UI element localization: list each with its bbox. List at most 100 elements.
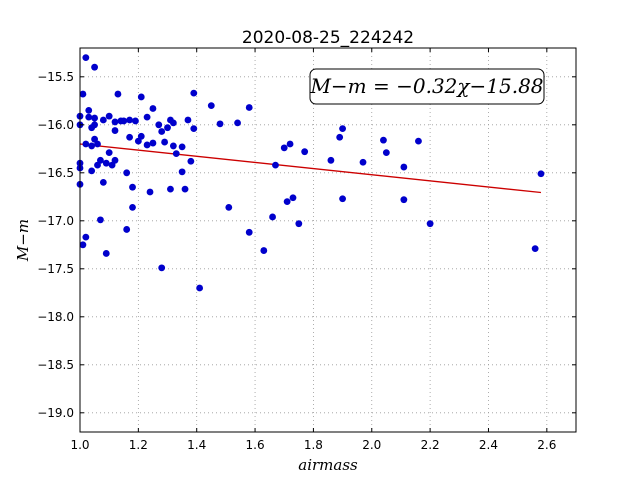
data-point: [111, 127, 119, 134]
grid-lines: [79, 48, 576, 432]
data-point: [161, 138, 169, 146]
data-point: [91, 121, 98, 129]
y-tick-label: −18.5: [37, 358, 74, 372]
data-point: [149, 139, 157, 147]
data-point: [91, 63, 98, 71]
data-point: [178, 168, 186, 176]
data-point: [146, 188, 154, 196]
data-point: [143, 113, 151, 121]
data-point: [99, 116, 107, 124]
data-point: [79, 241, 87, 249]
data-point: [88, 142, 96, 150]
y-tick-label: −17.0: [37, 214, 74, 228]
data-point: [114, 90, 122, 98]
data-point: [94, 140, 101, 148]
data-point: [339, 125, 346, 133]
data-point: [132, 117, 139, 125]
fit-line: [79, 143, 542, 194]
data-point: [126, 116, 133, 124]
data-point: [301, 148, 309, 156]
data-point: [164, 124, 171, 132]
data-point: [190, 125, 198, 133]
x-axis-label: airmass: [298, 456, 358, 474]
data-point: [167, 185, 174, 193]
data-point: [234, 119, 241, 127]
data-point: [537, 170, 545, 178]
x-tick-label: 1.4: [187, 438, 206, 452]
data-point: [272, 161, 279, 169]
data-point: [295, 220, 303, 228]
data-point: [245, 228, 253, 236]
data-point: [85, 113, 93, 121]
data-point: [82, 54, 90, 61]
data-point: [129, 183, 136, 191]
data-point: [207, 102, 215, 109]
y-tick-label: −17.5: [37, 262, 74, 276]
data-point: [102, 250, 110, 257]
data-point: [400, 163, 408, 171]
data-point: [289, 194, 297, 202]
data-point: [172, 150, 180, 158]
data-point: [82, 233, 90, 241]
annotation-text: M−m = −0.32χ−15.88: [309, 74, 543, 98]
x-tick-labels: 1.0 1.2 1.4 1.6 1.8 2.0 2.2 2.4 2.6: [70, 438, 556, 452]
data-point: [216, 120, 224, 128]
fit-annotation: M−m = −0.32χ−15.88: [309, 68, 545, 105]
data-point: [245, 104, 253, 111]
data-point: [359, 158, 367, 166]
data-point: [400, 196, 408, 204]
data-point: [380, 136, 387, 144]
data-point: [97, 216, 104, 224]
data-point: [126, 133, 133, 141]
data-point: [88, 167, 96, 175]
fit-line-layer: [79, 143, 542, 194]
data-point: [82, 140, 90, 148]
data-point: [129, 203, 136, 211]
data-point: [123, 226, 131, 233]
data-point: [531, 245, 539, 253]
y-axis-label: M−m: [14, 219, 32, 262]
data-point: [120, 117, 128, 125]
data-point: [105, 112, 113, 120]
data-point: [111, 156, 119, 164]
data-point: [99, 179, 107, 186]
data-point: [181, 185, 189, 193]
data-point: [105, 149, 113, 157]
data-point: [260, 247, 268, 254]
data-point: [178, 143, 186, 151]
data-point: [149, 105, 157, 112]
data-point: [426, 220, 434, 228]
data-point: [169, 142, 177, 150]
data-point: [339, 195, 346, 203]
data-point: [225, 203, 233, 211]
data-point: [415, 137, 422, 145]
y-tick-label: −16.5: [37, 166, 74, 180]
data-point: [85, 107, 93, 114]
data-point: [158, 128, 166, 135]
x-tick-label: 2.2: [421, 438, 440, 452]
data-point: [382, 149, 390, 157]
plot-area: [80, 48, 576, 432]
data-point: [123, 169, 131, 177]
plot-frame: [79, 47, 577, 433]
data-point: [187, 157, 195, 165]
data-point: [169, 119, 177, 127]
data-point: [143, 141, 151, 149]
data-point: [155, 121, 163, 129]
data-point: [280, 144, 288, 152]
x-tick-label: 1.6: [246, 438, 265, 452]
data-points: [76, 54, 545, 292]
y-tick-labels: −15.5 −16.0 −16.5 −17.0 −17.5 −18.0 −18.5 −19.0: [37, 70, 74, 420]
data-point: [190, 89, 198, 97]
y-tick-label: −18.0: [37, 310, 74, 324]
data-point: [91, 114, 98, 122]
data-point: [137, 93, 145, 101]
data-point: [269, 213, 276, 221]
annotation-box: [309, 68, 545, 105]
data-point: [79, 90, 87, 98]
data-point: [137, 132, 145, 140]
data-point: [336, 133, 344, 141]
y-tick-label: −19.0: [37, 406, 74, 420]
